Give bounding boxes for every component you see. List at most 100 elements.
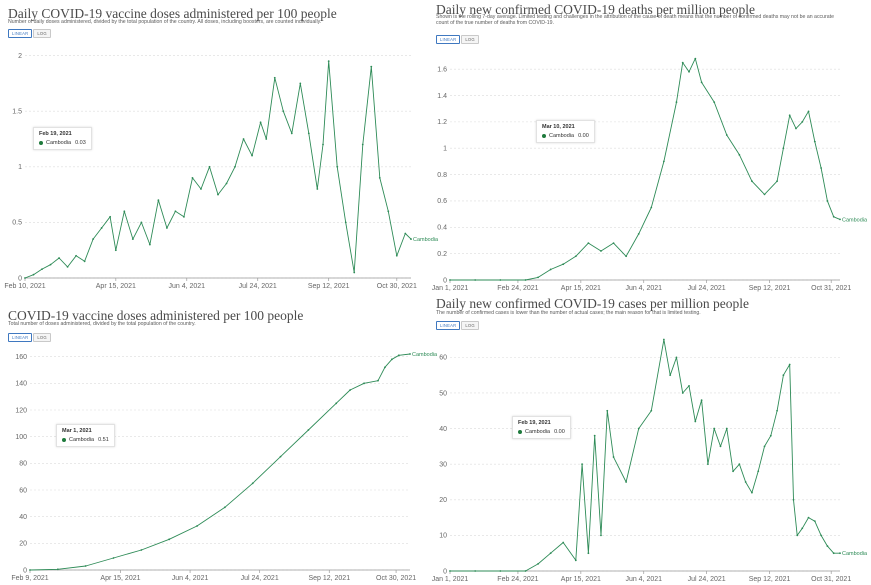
series-point	[738, 153, 741, 156]
series-point	[56, 568, 59, 571]
y-tick-label: 40	[439, 426, 447, 433]
series-point	[24, 277, 26, 279]
log-scale-button[interactable]: LOG	[33, 29, 51, 38]
series-point	[370, 65, 373, 68]
series-point	[782, 147, 785, 150]
series-point	[83, 260, 86, 263]
series-point	[290, 132, 293, 135]
series-point	[66, 265, 69, 268]
series-point	[174, 210, 177, 213]
series-point	[763, 445, 766, 448]
linear-scale-button[interactable]: LINEAR	[436, 321, 461, 330]
series-point	[600, 250, 602, 252]
series-end-label: Cambodia	[412, 352, 438, 358]
series-point	[200, 188, 202, 190]
y-tick-label: 0.5	[12, 220, 22, 227]
series-point	[299, 82, 302, 85]
series-point	[776, 180, 778, 183]
x-tick-label: Jul 24, 2021	[241, 575, 279, 582]
linear-scale-button[interactable]: LINEAR	[8, 333, 33, 342]
series-dot-icon	[39, 140, 43, 145]
x-tick-label: Jul 24, 2021	[688, 576, 726, 583]
chart-subtitle: Shown is the rolling 7-day average. Limi…	[436, 14, 834, 27]
series-point	[700, 399, 703, 401]
x-tick-label: Oct 31, 2021	[811, 576, 851, 583]
series-point	[713, 101, 716, 104]
x-tick-label: Jul 24, 2021	[239, 283, 277, 290]
series-point	[251, 154, 253, 157]
series-point	[807, 516, 810, 519]
series-point	[826, 200, 829, 202]
x-tick-label: Apr 15, 2021	[561, 576, 601, 583]
x-tick-label: Sep 12, 2021	[749, 285, 791, 292]
series-point	[208, 165, 211, 168]
series-point	[707, 463, 709, 466]
series-point	[148, 243, 151, 246]
y-tick-label: 20	[439, 497, 447, 504]
series-dot-icon	[62, 437, 66, 442]
log-scale-button[interactable]: LOG	[461, 321, 479, 330]
series-point	[606, 409, 609, 412]
series-point	[549, 552, 552, 555]
series-point	[669, 374, 672, 377]
chart-tooltip: Mar 1, 2021 Cambodia 0.51	[56, 424, 115, 447]
y-tick-label: 100	[15, 434, 27, 441]
chart-panel-cumulative-vaccine-doses: COVID-19 vaccine doses administered per …	[8, 308, 438, 585]
series-point	[700, 81, 703, 84]
series-point	[474, 570, 477, 572]
series-point	[397, 354, 400, 357]
y-tick-label: 2	[18, 53, 22, 60]
chart-panel-daily-vaccine-doses: Daily COVID-19 vaccine doses administere…	[4, 6, 439, 296]
x-tick-label: Oct 30, 2021	[377, 283, 417, 290]
x-tick-label: Feb 9, 2021	[11, 575, 48, 582]
series-point	[574, 255, 577, 258]
x-tick-label: Jun 4, 2021	[172, 575, 209, 582]
chart-plot-area: 0 10 20 30 40 50 60 Jan 1, 2021 Feb 24, 2021 Apr …	[432, 338, 868, 583]
y-tick-label: 0	[23, 567, 27, 574]
series-point	[625, 481, 628, 483]
x-tick-label: Jun 4, 2021	[625, 285, 662, 292]
series-point	[625, 255, 628, 258]
chart-subtitle: Number of daily doses administered, divi…	[8, 19, 322, 25]
series-point	[612, 242, 615, 245]
series-point	[474, 279, 477, 281]
y-tick-label: 0	[18, 275, 22, 282]
series-point	[637, 427, 640, 430]
y-tick-label: 0.6	[437, 198, 447, 205]
x-tick-label: Apr 15, 2021	[100, 575, 140, 582]
series-point	[681, 61, 684, 64]
chart-plot-area: 0 0.5 1 1.5 2 Feb 10, 2021 Apr 15, 2021 Jun 4, …	[4, 53, 439, 290]
log-scale-button[interactable]: LOG	[33, 333, 51, 342]
series-point	[75, 254, 77, 257]
x-tick-label: Jun 4, 2021	[625, 576, 662, 583]
series-point	[409, 353, 411, 355]
series-point	[820, 534, 823, 537]
series-point	[49, 263, 52, 266]
series-point	[410, 238, 412, 240]
y-tick-label: 0.8	[437, 172, 447, 179]
x-tick-label: Jan 1, 2021	[432, 285, 469, 292]
series-point	[191, 177, 194, 179]
linear-scale-button[interactable]: LINEAR	[8, 29, 33, 38]
y-tick-label: 0	[443, 277, 447, 284]
series-point	[839, 218, 841, 221]
scale-toggle: LINEAR LOG	[436, 321, 479, 330]
x-tick-label: Apr 15, 2021	[561, 285, 601, 292]
linear-scale-button[interactable]: LINEAR	[436, 35, 461, 44]
scale-toggle: LINEAR LOG	[8, 29, 51, 38]
log-scale-button[interactable]: LOG	[461, 35, 479, 44]
series-point	[349, 389, 352, 391]
series-point	[549, 268, 552, 271]
series-point	[650, 409, 653, 412]
series-point	[792, 498, 795, 501]
series-point	[801, 527, 804, 530]
series-point	[196, 525, 198, 527]
chart-title: Daily COVID-19 vaccine doses administere…	[8, 6, 337, 21]
series-line-cambodia	[450, 339, 840, 572]
series-point	[637, 232, 640, 235]
tooltip-value: 0.03	[75, 140, 86, 146]
y-tick-label: 0.2	[437, 251, 447, 258]
series-point	[719, 445, 722, 448]
chart-plot-area: 0 0.2 0.4 0.6 0.8 1 1.2 1.4 1.6 Jan 1, 2021 Feb 24…	[432, 57, 868, 292]
series-point	[524, 570, 527, 572]
